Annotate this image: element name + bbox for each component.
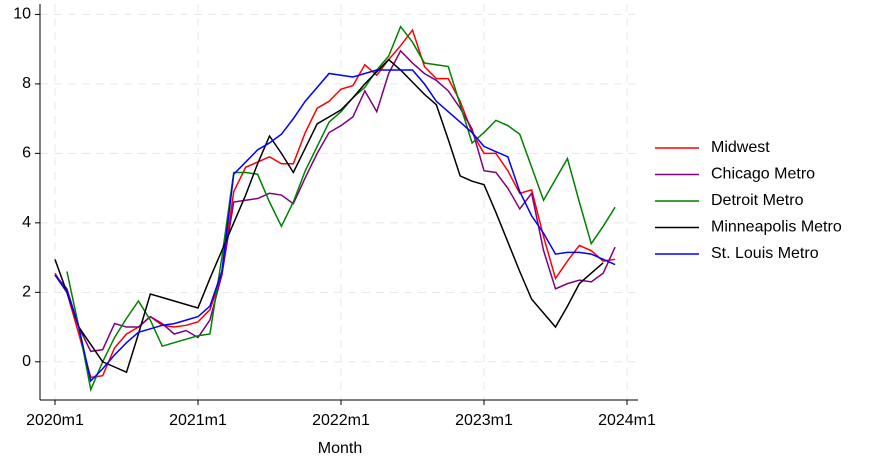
legend-label: Detroit Metro bbox=[711, 192, 804, 209]
line-series bbox=[54, 69, 616, 383]
y-tick-label: 6 bbox=[22, 145, 31, 162]
line-series bbox=[54, 58, 604, 374]
x-tick-label: 2023m1 bbox=[455, 412, 513, 429]
y-tick-label: 4 bbox=[22, 214, 31, 231]
y-tick-label: 8 bbox=[22, 75, 31, 92]
x-tick-label: 2024m1 bbox=[598, 412, 656, 429]
x-axis-label: Month bbox=[318, 440, 362, 457]
y-tick-label: 0 bbox=[22, 353, 31, 370]
y-tick-label: 10 bbox=[13, 6, 31, 23]
x-tick-label: 2021m1 bbox=[169, 412, 227, 429]
line-series bbox=[54, 28, 616, 379]
legend-label: Chicago Metro bbox=[711, 166, 815, 183]
line-series bbox=[66, 25, 616, 393]
legend-label: St. Louis Metro bbox=[711, 245, 819, 262]
legend-label: Minneapolis Metro bbox=[711, 219, 842, 236]
legend-label: Midwest bbox=[711, 139, 770, 156]
line-series bbox=[54, 49, 616, 353]
y-tick-label: 2 bbox=[22, 284, 31, 301]
x-tick-label: 2022m1 bbox=[312, 412, 370, 429]
x-tick-label: 2020m1 bbox=[26, 412, 84, 429]
